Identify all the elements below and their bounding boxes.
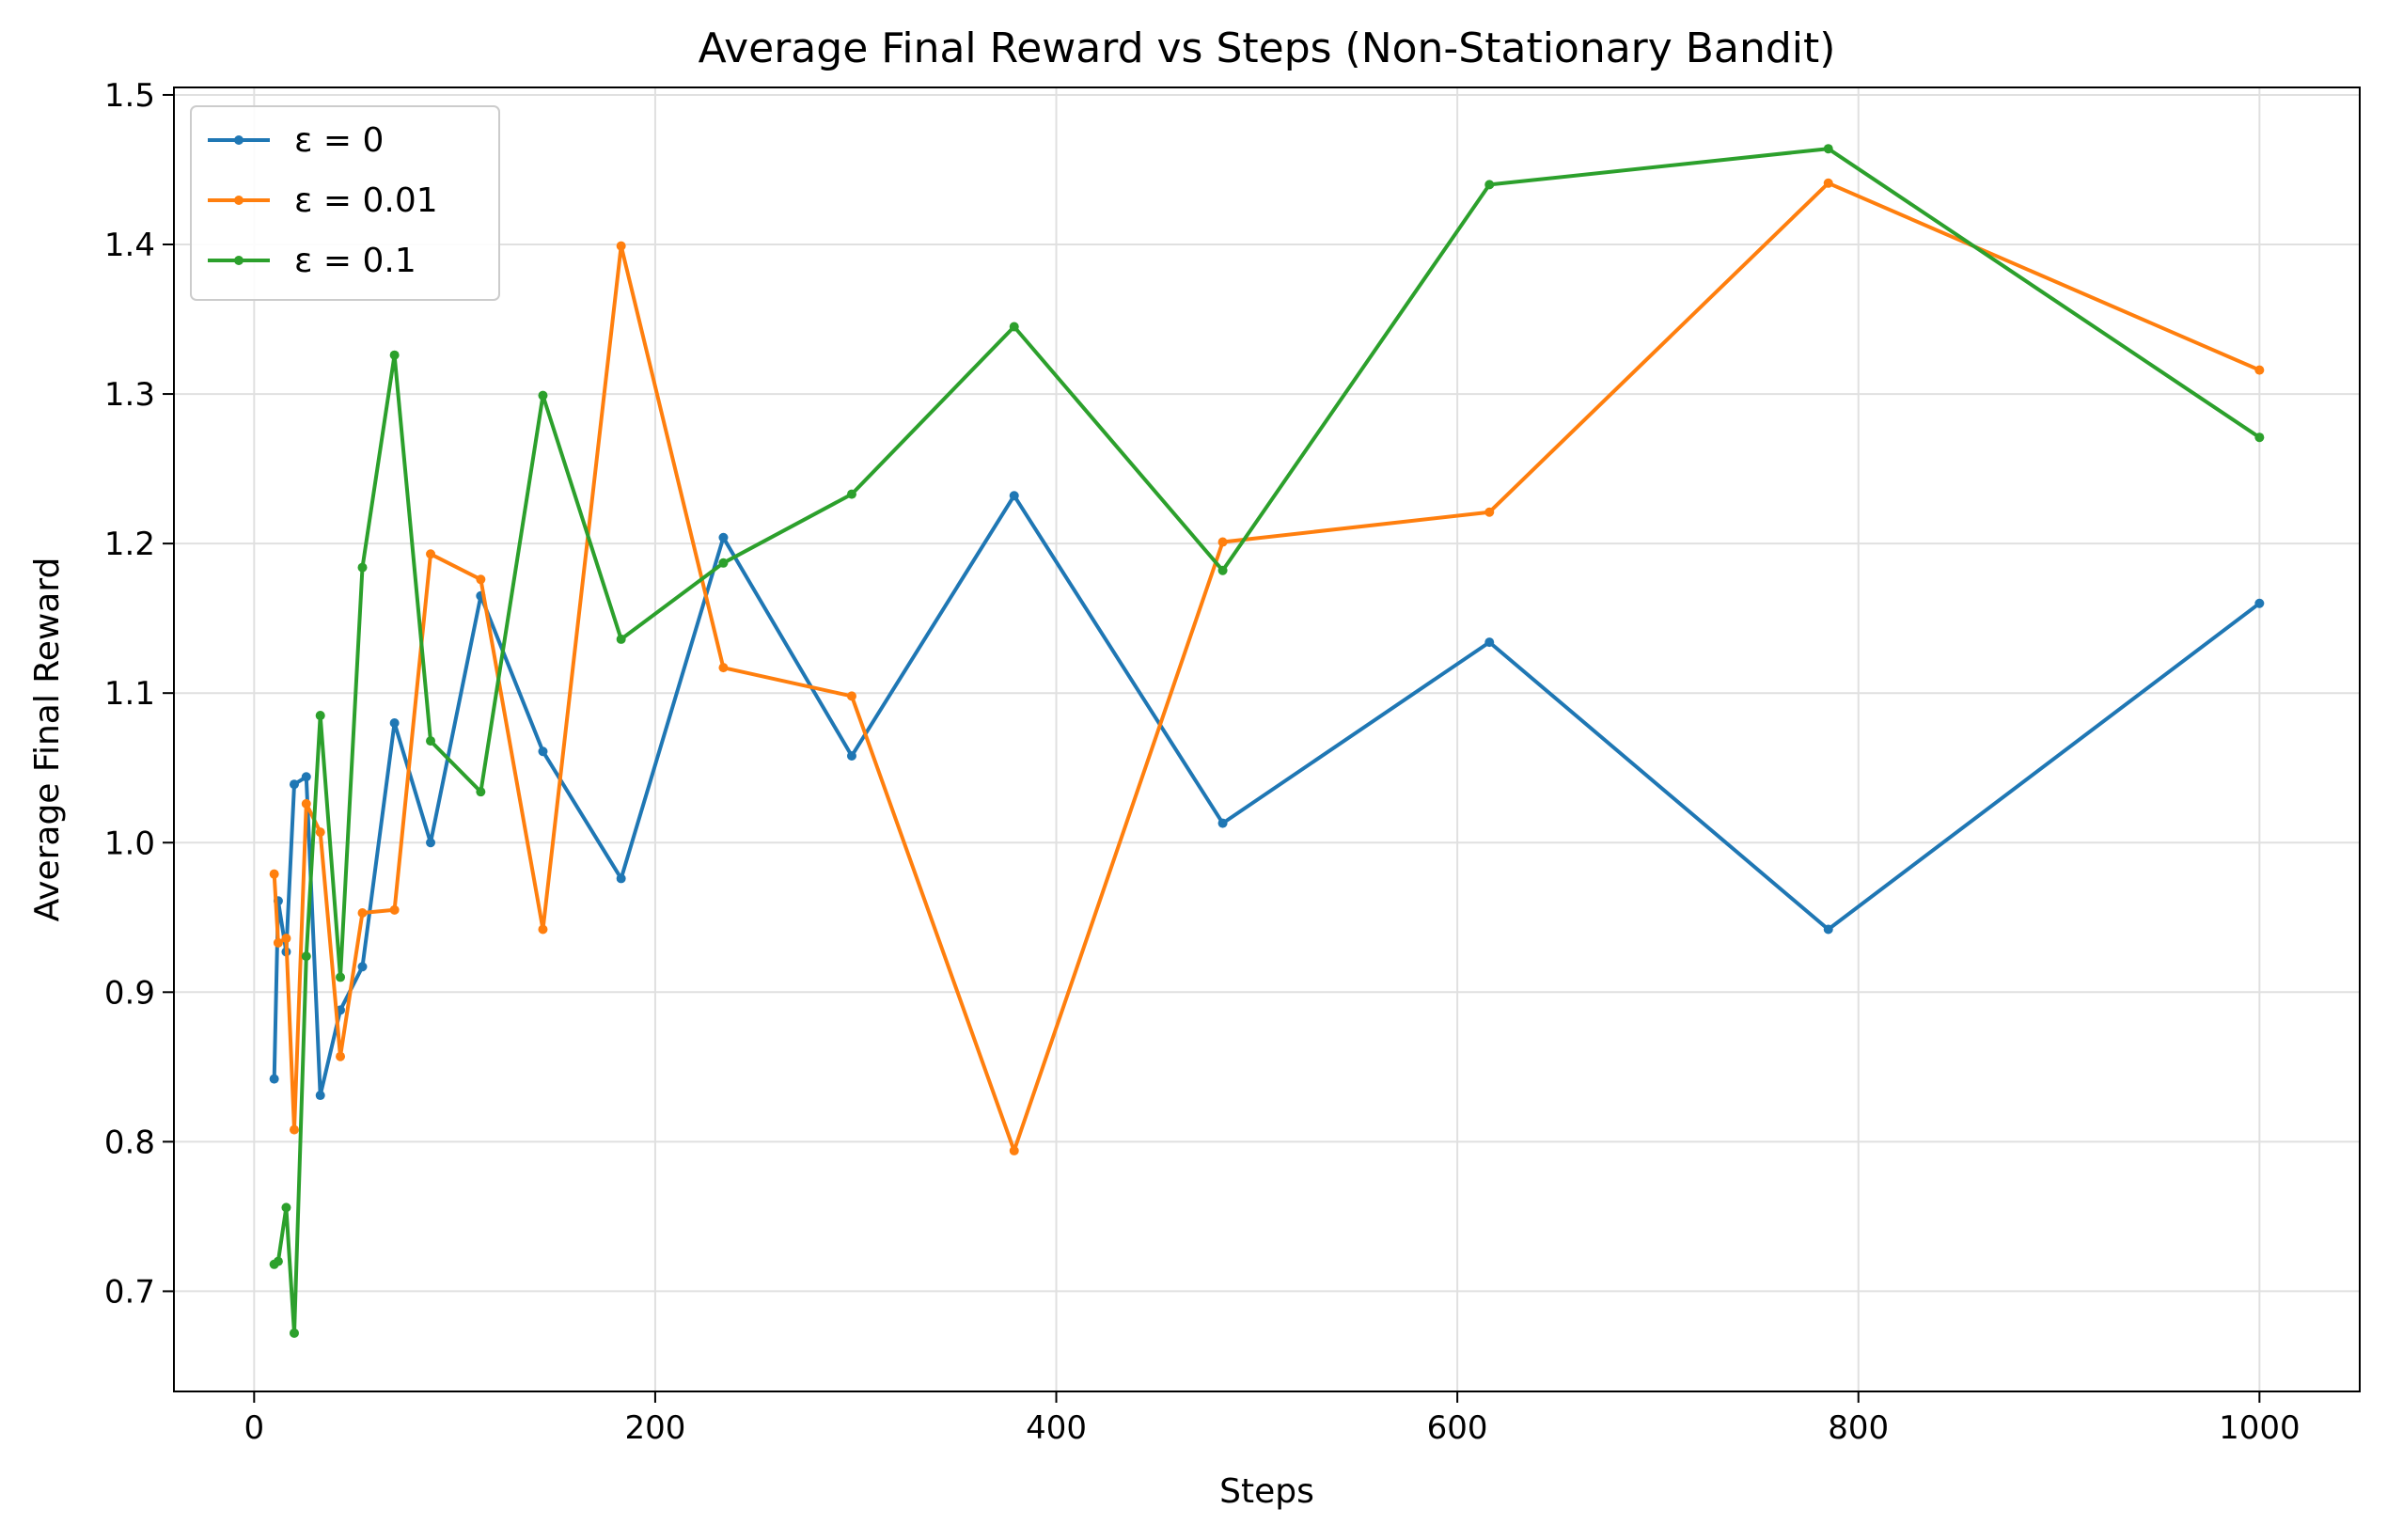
data-point — [1009, 491, 1019, 501]
data-point — [1217, 818, 1228, 828]
data-point — [301, 772, 311, 782]
y-tick-label: 1.4 — [104, 227, 155, 264]
data-point — [538, 924, 548, 935]
series-0 — [269, 491, 2265, 1101]
data-point — [269, 869, 279, 879]
ticks: 0 200 400 600 800 1000 0.7 0.8 0.9 1.0 1.1 1.2 1.3 1.… — [104, 77, 2301, 1447]
y-tick-label: 0.7 — [104, 1273, 155, 1311]
data-point — [2254, 365, 2265, 375]
data-point — [281, 934, 291, 944]
data-point — [2254, 432, 2265, 443]
chart-title: Average Final Reward vs Steps (Non-Stati… — [699, 24, 1836, 72]
data-point — [289, 1124, 299, 1135]
legend-marker — [234, 196, 243, 205]
data-point — [1823, 144, 1833, 154]
series-line — [272, 181, 2261, 1153]
data-point — [426, 736, 436, 746]
y-tick-label: 0.9 — [104, 974, 155, 1012]
legend-marker — [234, 256, 243, 265]
data-point — [476, 574, 486, 585]
data-point — [315, 711, 325, 721]
data-point — [289, 779, 299, 790]
data-point — [1484, 180, 1495, 190]
plot-frame — [173, 86, 2361, 1392]
data-point — [718, 532, 729, 542]
data-point — [846, 691, 856, 701]
data-point — [389, 718, 400, 729]
y-tick-label: 1.0 — [104, 825, 155, 862]
data-point — [281, 1202, 291, 1213]
x-tick-label: 600 — [1427, 1409, 1488, 1447]
data-point — [846, 750, 856, 761]
data-point — [1009, 322, 1019, 332]
x-tick-label: 400 — [1026, 1409, 1087, 1447]
series-1 — [269, 178, 2265, 1155]
data-point — [301, 951, 311, 962]
data-point — [426, 838, 436, 848]
data-point — [718, 558, 729, 568]
data-point — [301, 798, 311, 809]
data-point — [426, 549, 436, 559]
data-point — [389, 904, 400, 915]
y-tick-label: 1.2 — [104, 526, 155, 563]
data-point — [616, 634, 626, 644]
data-point — [389, 350, 400, 360]
x-tick-label: 200 — [624, 1409, 685, 1447]
y-tick-label: 1.1 — [104, 675, 155, 713]
data-point — [357, 908, 368, 919]
legend-marker — [234, 135, 243, 145]
data-point — [718, 663, 729, 673]
data-point — [1823, 178, 1833, 188]
legend-label: ε = 0.1 — [294, 242, 416, 280]
data-point — [538, 390, 548, 401]
data-point — [1009, 1145, 1019, 1155]
legend-label: ε = 0 — [294, 121, 384, 160]
y-tick-label: 1.5 — [104, 77, 155, 115]
x-axis-label: Steps — [1219, 1472, 1314, 1511]
legend-label: ε = 0.01 — [294, 181, 438, 220]
y-tick-label: 0.8 — [104, 1124, 155, 1161]
data-point — [357, 962, 368, 972]
data-point — [1217, 565, 1228, 575]
data-point — [1484, 507, 1495, 517]
data-point — [1217, 537, 1228, 547]
data-point — [1823, 924, 1833, 935]
data-point — [273, 1256, 283, 1266]
legend: ε = 0 ε = 0.01 ε = 0.1 — [190, 105, 500, 301]
data-point — [476, 787, 486, 797]
x-tick-label: 800 — [1828, 1409, 1889, 1447]
data-point — [1484, 637, 1495, 648]
x-tick-label: 0 — [244, 1409, 265, 1447]
data-point — [538, 746, 548, 757]
data-point — [357, 562, 368, 573]
series-2 — [269, 144, 2265, 1338]
data-point — [2254, 598, 2265, 608]
y-tick-label: 1.3 — [104, 376, 155, 414]
data-point — [616, 241, 626, 251]
data-point — [273, 937, 283, 948]
grid — [174, 87, 2360, 1391]
data-point — [616, 873, 626, 884]
data-point — [269, 1074, 279, 1084]
data-point — [336, 972, 346, 982]
y-axis-label: Average Final Reward — [28, 558, 67, 922]
data-point — [315, 827, 325, 838]
series-line — [273, 147, 2261, 1335]
series-layer — [269, 144, 2265, 1338]
x-tick-label: 1000 — [2219, 1409, 2301, 1447]
data-point — [846, 489, 856, 499]
data-point — [289, 1328, 299, 1338]
data-point — [315, 1091, 325, 1101]
legend-box — [190, 105, 500, 301]
data-point — [336, 1051, 346, 1061]
